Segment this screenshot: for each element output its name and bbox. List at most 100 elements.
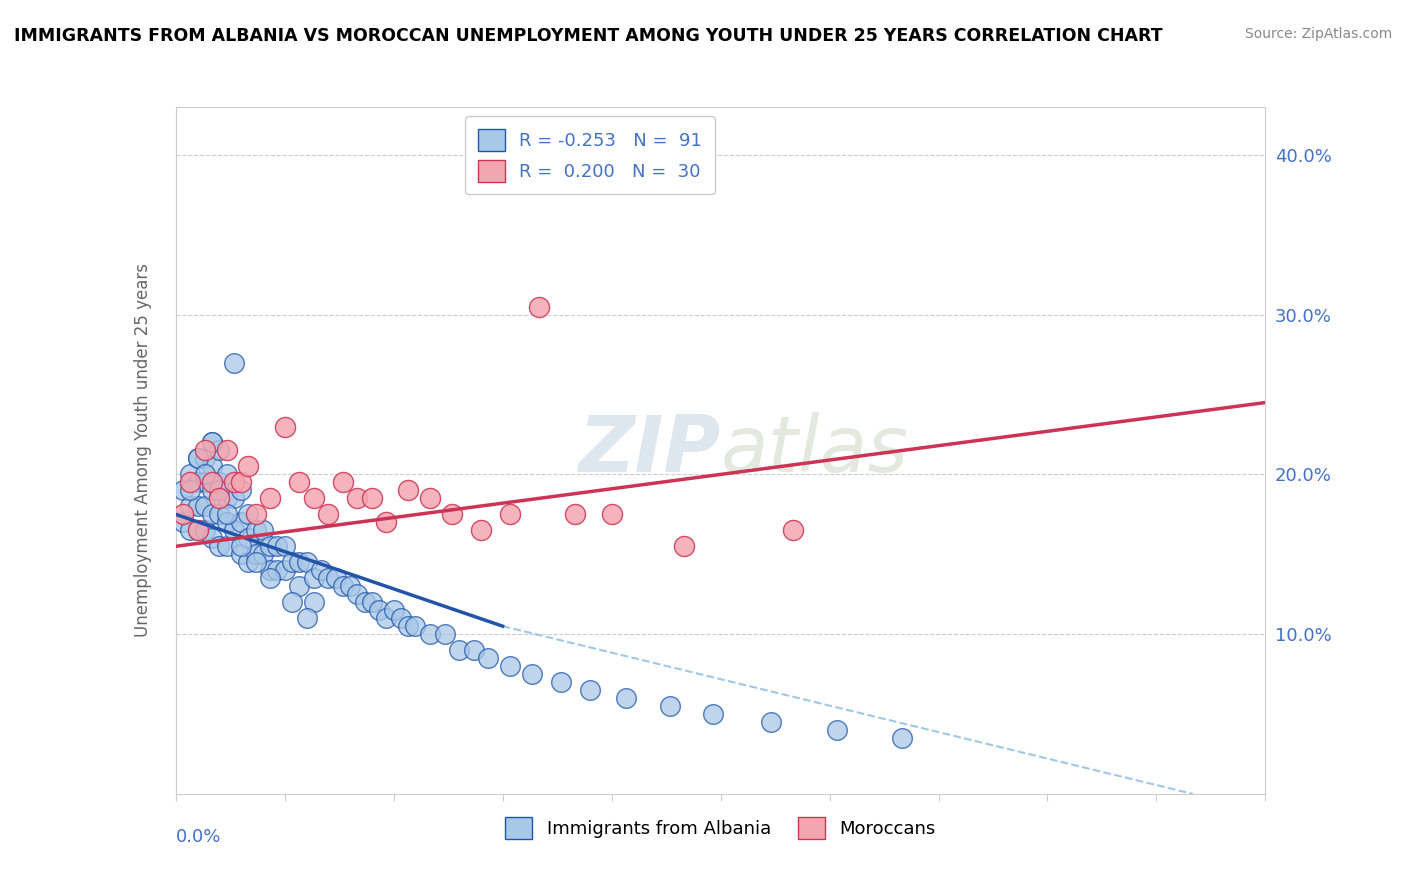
- Legend: Immigrants from Albania, Moroccans: Immigrants from Albania, Moroccans: [498, 810, 943, 847]
- Point: [179, 524, 201, 538]
- Point: [600, 508, 623, 522]
- Point: [375, 611, 398, 625]
- Point: [658, 699, 681, 714]
- Point: [470, 524, 492, 538]
- Text: Source: ZipAtlas.com: Source: ZipAtlas.com: [1244, 27, 1392, 41]
- Point: [499, 659, 522, 673]
- Point: [339, 579, 361, 593]
- Point: [259, 563, 281, 577]
- Point: [231, 539, 253, 553]
- Point: [215, 443, 238, 458]
- Point: [433, 627, 456, 641]
- Point: [302, 491, 325, 506]
- Point: [375, 516, 398, 530]
- Point: [520, 667, 543, 681]
- Point: [231, 547, 253, 561]
- Point: [201, 508, 224, 522]
- Point: [194, 500, 217, 514]
- Point: [396, 483, 419, 498]
- Point: [194, 467, 217, 482]
- Point: [274, 419, 297, 434]
- Text: atlas: atlas: [721, 412, 908, 489]
- Point: [186, 475, 209, 490]
- Point: [186, 500, 209, 514]
- Point: [231, 483, 253, 498]
- Point: [186, 524, 209, 538]
- Point: [332, 475, 354, 490]
- Point: [761, 714, 783, 729]
- Text: ZIP: ZIP: [578, 412, 721, 489]
- Point: [891, 731, 914, 745]
- Point: [238, 531, 260, 545]
- Point: [245, 524, 267, 538]
- Point: [295, 555, 318, 569]
- Point: [222, 475, 245, 490]
- Point: [447, 643, 470, 657]
- Point: [499, 508, 522, 522]
- Point: [208, 539, 231, 553]
- Point: [222, 524, 245, 538]
- Point: [259, 571, 281, 585]
- Point: [550, 675, 572, 690]
- Point: [194, 443, 217, 458]
- Point: [238, 555, 260, 569]
- Point: [201, 475, 224, 490]
- Point: [179, 475, 201, 490]
- Point: [231, 516, 253, 530]
- Y-axis label: Unemployment Among Youth under 25 years: Unemployment Among Youth under 25 years: [134, 263, 152, 638]
- Point: [419, 491, 441, 506]
- Point: [477, 651, 499, 665]
- Point: [266, 539, 288, 553]
- Point: [245, 547, 267, 561]
- Point: [215, 467, 238, 482]
- Point: [222, 491, 245, 506]
- Point: [208, 443, 231, 458]
- Point: [201, 435, 224, 450]
- Point: [673, 539, 696, 553]
- Point: [208, 491, 231, 506]
- Point: [368, 603, 391, 617]
- Point: [288, 475, 311, 490]
- Point: [172, 508, 194, 522]
- Point: [215, 508, 238, 522]
- Point: [564, 508, 586, 522]
- Point: [194, 475, 217, 490]
- Point: [281, 555, 304, 569]
- Point: [274, 563, 297, 577]
- Point: [309, 563, 332, 577]
- Point: [179, 467, 201, 482]
- Point: [208, 483, 231, 498]
- Point: [245, 555, 267, 569]
- Point: [325, 571, 347, 585]
- Point: [238, 508, 260, 522]
- Point: [353, 595, 375, 609]
- Point: [186, 524, 209, 538]
- Point: [405, 619, 427, 633]
- Point: [194, 451, 217, 466]
- Point: [222, 356, 245, 370]
- Point: [360, 595, 382, 609]
- Point: [208, 475, 231, 490]
- Point: [245, 508, 267, 522]
- Point: [288, 579, 311, 593]
- Point: [172, 516, 194, 530]
- Point: [346, 587, 368, 601]
- Point: [702, 706, 724, 721]
- Point: [825, 723, 848, 737]
- Point: [215, 491, 238, 506]
- Point: [186, 451, 209, 466]
- Point: [419, 627, 441, 641]
- Point: [295, 611, 318, 625]
- Text: IMMIGRANTS FROM ALBANIA VS MOROCCAN UNEMPLOYMENT AMONG YOUTH UNDER 25 YEARS CORR: IMMIGRANTS FROM ALBANIA VS MOROCCAN UNEM…: [14, 27, 1163, 45]
- Point: [215, 516, 238, 530]
- Point: [302, 595, 325, 609]
- Point: [231, 475, 253, 490]
- Point: [252, 547, 274, 561]
- Point: [179, 483, 201, 498]
- Point: [179, 500, 201, 514]
- Point: [396, 619, 419, 633]
- Point: [782, 524, 804, 538]
- Point: [389, 611, 412, 625]
- Point: [346, 491, 368, 506]
- Point: [201, 483, 224, 498]
